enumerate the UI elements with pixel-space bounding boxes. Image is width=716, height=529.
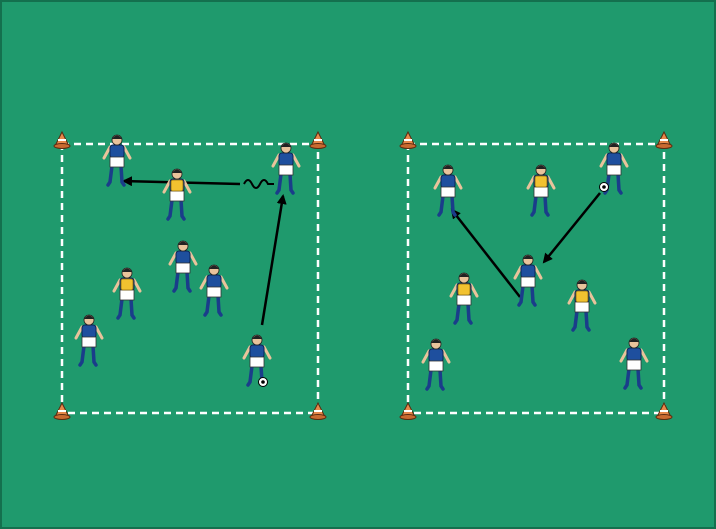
page: {}	[0, 0, 716, 529]
ball	[600, 183, 609, 192]
pitch	[1, 1, 715, 528]
ball	[259, 378, 268, 387]
drill-diagram	[0, 0, 716, 529]
